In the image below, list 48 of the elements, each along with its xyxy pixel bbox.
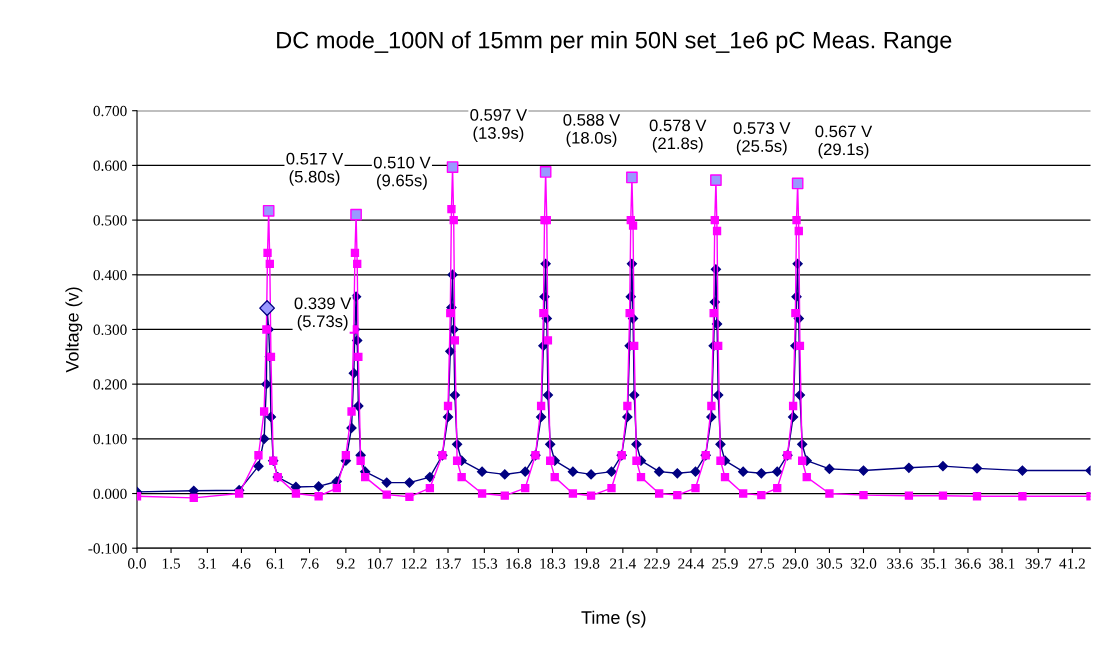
y-tick-label: 0.200 (93, 379, 127, 390)
annotation: 0.567 V (29.1s) (815, 125, 873, 159)
x-tick-label: 24.4 (678, 558, 705, 569)
x-tick-label: 6.1 (266, 558, 285, 569)
y-tick-label: 0.400 (93, 269, 127, 281)
y-tick-label: 0.700 (93, 105, 127, 117)
annotation: 0.517 V (5.80s) (286, 152, 344, 186)
annotation: 0.597 V (13.9s) (470, 109, 528, 143)
x-tick-label: 33.6 (887, 558, 913, 569)
x-tick-label: 21.4 (610, 558, 636, 569)
x-tick-label: 36.6 (955, 558, 981, 569)
y-tick-label: 0.100 (93, 433, 127, 445)
y-tick-label: 0.000 (93, 488, 127, 500)
y-axis-title: Voltage (v) (65, 287, 83, 373)
y-tick-label: -0.100 (88, 543, 127, 554)
x-tick-label: 10.7 (367, 558, 393, 569)
x-tick-label: 16.8 (506, 558, 532, 569)
x-tick-label: 22.9 (644, 558, 670, 569)
annotation: 0.588 V (18.0s) (563, 113, 621, 148)
x-tick-label: 38.1 (989, 558, 1015, 569)
y-tick-label: 0.500 (93, 215, 127, 226)
annotation: 0.578 V (21.8s) (649, 119, 707, 153)
x-tick-label: 4.6 (232, 558, 251, 569)
x-tick-label: 30.5 (816, 558, 843, 569)
y-tick-label: 0.300 (93, 324, 127, 335)
x-tick-label: 35.1 (921, 558, 947, 569)
x-tick-label: 19.8 (574, 558, 600, 569)
x-tick-label: 25.9 (712, 558, 738, 569)
x-tick-label: 13.7 (436, 558, 461, 569)
x-tick-label: 12.2 (401, 558, 427, 569)
y-tick-label: 0.600 (93, 160, 127, 171)
x-tick-label: 0.0 (128, 558, 146, 569)
chart-title: DC mode_100N of 15mm per min 50N set_1e6 pC Meas. Range (277, 31, 952, 54)
x-tick-label: 15.3 (472, 558, 498, 569)
x-tick-label: 18.3 (540, 558, 566, 569)
annotation: 0.510 V (9.65s) (373, 156, 431, 190)
annotation: 0.339 V (5.73s) (294, 297, 352, 331)
x-tick-label: 7.6 (301, 558, 319, 569)
x-tick-label: 1.5 (162, 558, 181, 569)
x-tick-label: 32.0 (850, 558, 877, 569)
x-axis-title: Time (s) (581, 610, 646, 628)
x-tick-label: 41.2 (1059, 558, 1085, 569)
x-tick-label: 29.0 (782, 558, 809, 569)
x-tick-label: 3.1 (198, 558, 217, 569)
x-tick-label: 39.7 (1025, 558, 1052, 569)
x-tick-label: 27.5 (748, 558, 775, 569)
x-tick-label: 9.2 (336, 558, 355, 569)
annotation: 0.573 V (25.5s) (733, 122, 791, 156)
